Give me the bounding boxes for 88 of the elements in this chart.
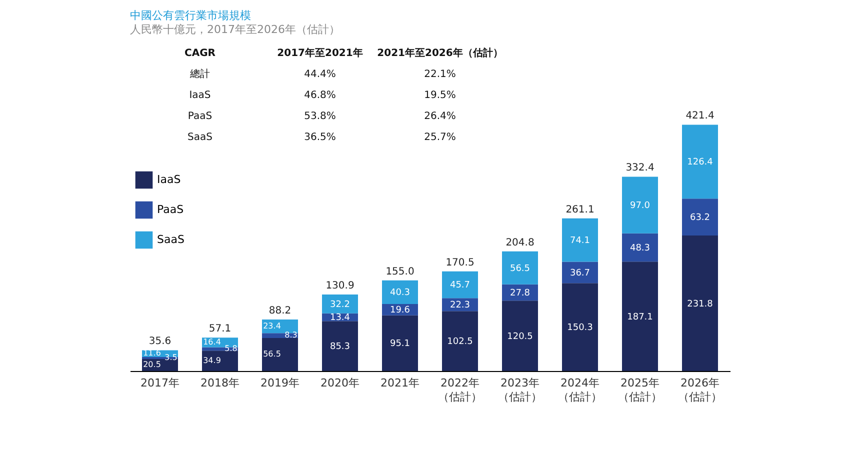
annotation: 25.7% xyxy=(424,132,456,143)
text: PaaS xyxy=(188,111,212,122)
text: 46.8% xyxy=(304,90,336,101)
x-tick-label: 2018年 xyxy=(200,376,240,390)
annotation: SaaS xyxy=(188,132,212,143)
bar xyxy=(322,294,358,314)
data-label: 3.5 xyxy=(164,352,178,362)
total-label: 421.4 xyxy=(686,110,714,122)
data-label: 150.3 xyxy=(567,323,593,334)
total-label: 155.0 xyxy=(386,266,414,278)
bar xyxy=(262,338,298,371)
text: 2021年至2026年（估計） xyxy=(377,47,503,59)
text: 53.8% xyxy=(304,111,336,122)
x-tick-label: 2025年（估計） xyxy=(618,376,662,404)
data-label: 40.3 xyxy=(390,288,410,298)
text: 2017年至2021年 xyxy=(277,47,363,59)
bar xyxy=(322,321,358,371)
data-label: 45.7 xyxy=(450,280,470,291)
bar xyxy=(682,198,718,236)
data-label: 36.7 xyxy=(570,268,590,278)
data-label: 56.5 xyxy=(510,264,530,274)
text: 26.4% xyxy=(424,111,456,122)
bar xyxy=(562,283,598,371)
text: IaaS xyxy=(189,90,211,101)
text: 44.4% xyxy=(304,69,336,80)
total-label: 204.8 xyxy=(506,237,534,248)
x-tick-label: 2022年（估計） xyxy=(438,376,482,404)
data-label: 5.8 xyxy=(224,344,238,353)
total-label: 35.6 xyxy=(148,336,172,348)
x-tick-label: 2020年 xyxy=(320,376,360,390)
data-label: 48.3 xyxy=(630,244,650,254)
data-label: 231.8 xyxy=(687,299,714,310)
data-label: 102.5 xyxy=(447,337,473,348)
text: CAGR xyxy=(184,48,216,59)
text: 19.5% xyxy=(424,90,456,101)
data-label: 187.1 xyxy=(627,312,653,322)
data-label: 16.4 xyxy=(203,337,221,346)
legend-label: IaaS xyxy=(157,173,181,186)
bar xyxy=(442,311,478,371)
bar xyxy=(682,124,718,199)
legend-label: PaaS xyxy=(157,203,184,216)
chart-title: 中國公有雲行業市場規模 xyxy=(130,9,251,22)
data-label: 74.1 xyxy=(570,236,590,246)
data-label: 27.8 xyxy=(510,288,530,298)
total-label: 130.9 xyxy=(326,280,354,292)
bar xyxy=(382,280,418,304)
total-label: 57.1 xyxy=(208,324,232,335)
total-label: 261.1 xyxy=(566,204,594,216)
data-label: 20.5 xyxy=(143,360,161,370)
bar xyxy=(502,300,538,371)
data-label: 32.2 xyxy=(330,300,350,310)
x-tick-label: 2017年 xyxy=(140,376,180,390)
bar xyxy=(502,251,538,284)
data-label: 126.4 xyxy=(687,158,714,168)
data-label: 13.4 xyxy=(330,313,350,324)
text: 22.1% xyxy=(424,69,456,80)
bar xyxy=(562,262,598,284)
data-label: 63.2 xyxy=(690,213,710,224)
text: 總計 xyxy=(189,68,210,80)
bar xyxy=(622,176,658,234)
legend-label: SaaS xyxy=(157,233,184,246)
data-label: 95.1 xyxy=(390,339,410,350)
x-tick-label: 2023年（估計） xyxy=(498,376,542,404)
data-label: 120.5 xyxy=(507,332,533,342)
bar xyxy=(442,271,478,298)
bar xyxy=(562,218,598,262)
bar xyxy=(622,233,658,262)
total-label: 332.4 xyxy=(626,162,654,174)
data-label: 23.4 xyxy=(263,321,281,330)
bar xyxy=(622,262,658,371)
data-label: 19.6 xyxy=(390,306,410,316)
data-label: 85.3 xyxy=(330,342,350,352)
chart-subtitle: 人民幣十億元，2017年至2026年（估計） xyxy=(130,23,340,36)
x-tick-label: 2024年（估計） xyxy=(558,376,602,404)
total-label: 88.2 xyxy=(268,305,292,316)
x-tick-label: 2021年 xyxy=(380,376,420,390)
data-label: 34.9 xyxy=(203,356,221,365)
x-tick-label: 2026年（估計） xyxy=(678,376,722,404)
total-label: 170.5 xyxy=(446,257,474,268)
x-tick-label: 2019年 xyxy=(260,376,300,390)
bar xyxy=(382,315,418,371)
data-label: 56.5 xyxy=(263,349,281,358)
data-label: 22.3 xyxy=(450,300,470,311)
bar xyxy=(682,236,718,371)
bar xyxy=(202,350,238,371)
data-label: 8.3 xyxy=(284,330,298,340)
annotation: 36.5% xyxy=(304,132,336,143)
data-label: 97.0 xyxy=(630,201,650,212)
